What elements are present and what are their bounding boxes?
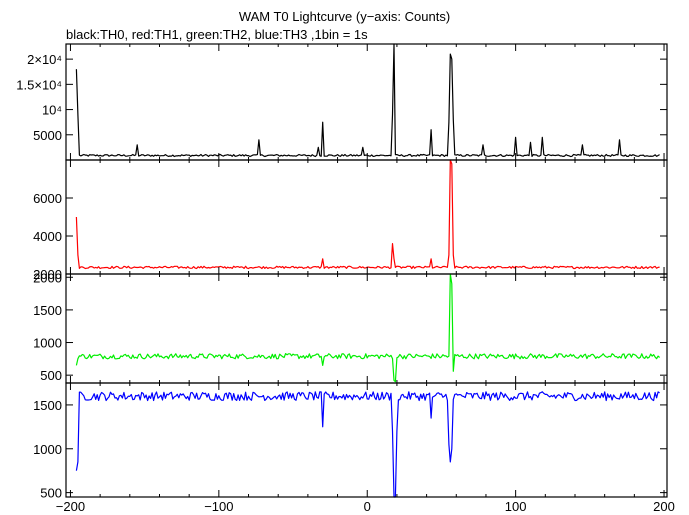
x-tick-label: −100 xyxy=(204,499,233,514)
panel-th2: 500 1000 1500 2000 xyxy=(33,270,668,384)
panel-th3: 500 1000 1500 xyxy=(33,382,668,501)
x-tick-label: 200 xyxy=(653,499,675,514)
chart-subtitle: black:TH0, red:TH1, green:TH2, blue:TH3 … xyxy=(66,27,368,42)
x-tick-label: 100 xyxy=(505,499,527,514)
panel-frame xyxy=(65,159,668,275)
chart-title: WAM T0 Lightcurve (y−axis: Counts) xyxy=(238,9,451,24)
y-tick-label: 1000 xyxy=(33,442,62,457)
series-line-th0 xyxy=(75,43,660,158)
panel-frame xyxy=(65,382,668,498)
series-line-th2 xyxy=(75,273,661,383)
panel-frame xyxy=(65,43,668,161)
y-tick-label: 500 xyxy=(40,368,62,383)
y-tick-label: 1000 xyxy=(33,336,62,351)
x-tick-label: −200 xyxy=(56,499,85,514)
series-line-th3 xyxy=(75,391,660,498)
y-tick-label: 1500 xyxy=(33,398,62,413)
y-tick-label: 500 xyxy=(40,486,62,501)
y-tick-label: 2000 xyxy=(33,270,62,285)
x-tick-label: 0 xyxy=(364,499,371,514)
y-tick-label: 1.5×10⁴ xyxy=(16,77,62,92)
panel-th1: 2000 4000 6000 xyxy=(33,159,668,282)
y-tick-label: 5000 xyxy=(33,128,62,143)
y-tick-label: 10⁴ xyxy=(42,103,62,118)
y-tick-label: 4000 xyxy=(33,229,62,244)
series-line-th1 xyxy=(75,159,660,270)
y-tick-label: 2000 xyxy=(33,267,62,282)
y-tick-label: 6000 xyxy=(33,191,62,206)
panel-frame xyxy=(65,273,668,384)
y-tick-label: 1500 xyxy=(33,303,62,318)
panel-th0: 5000 10⁴ 1.5×10⁴ 2×10⁴ xyxy=(16,43,668,161)
y-tick-label: 2×10⁴ xyxy=(27,52,62,67)
